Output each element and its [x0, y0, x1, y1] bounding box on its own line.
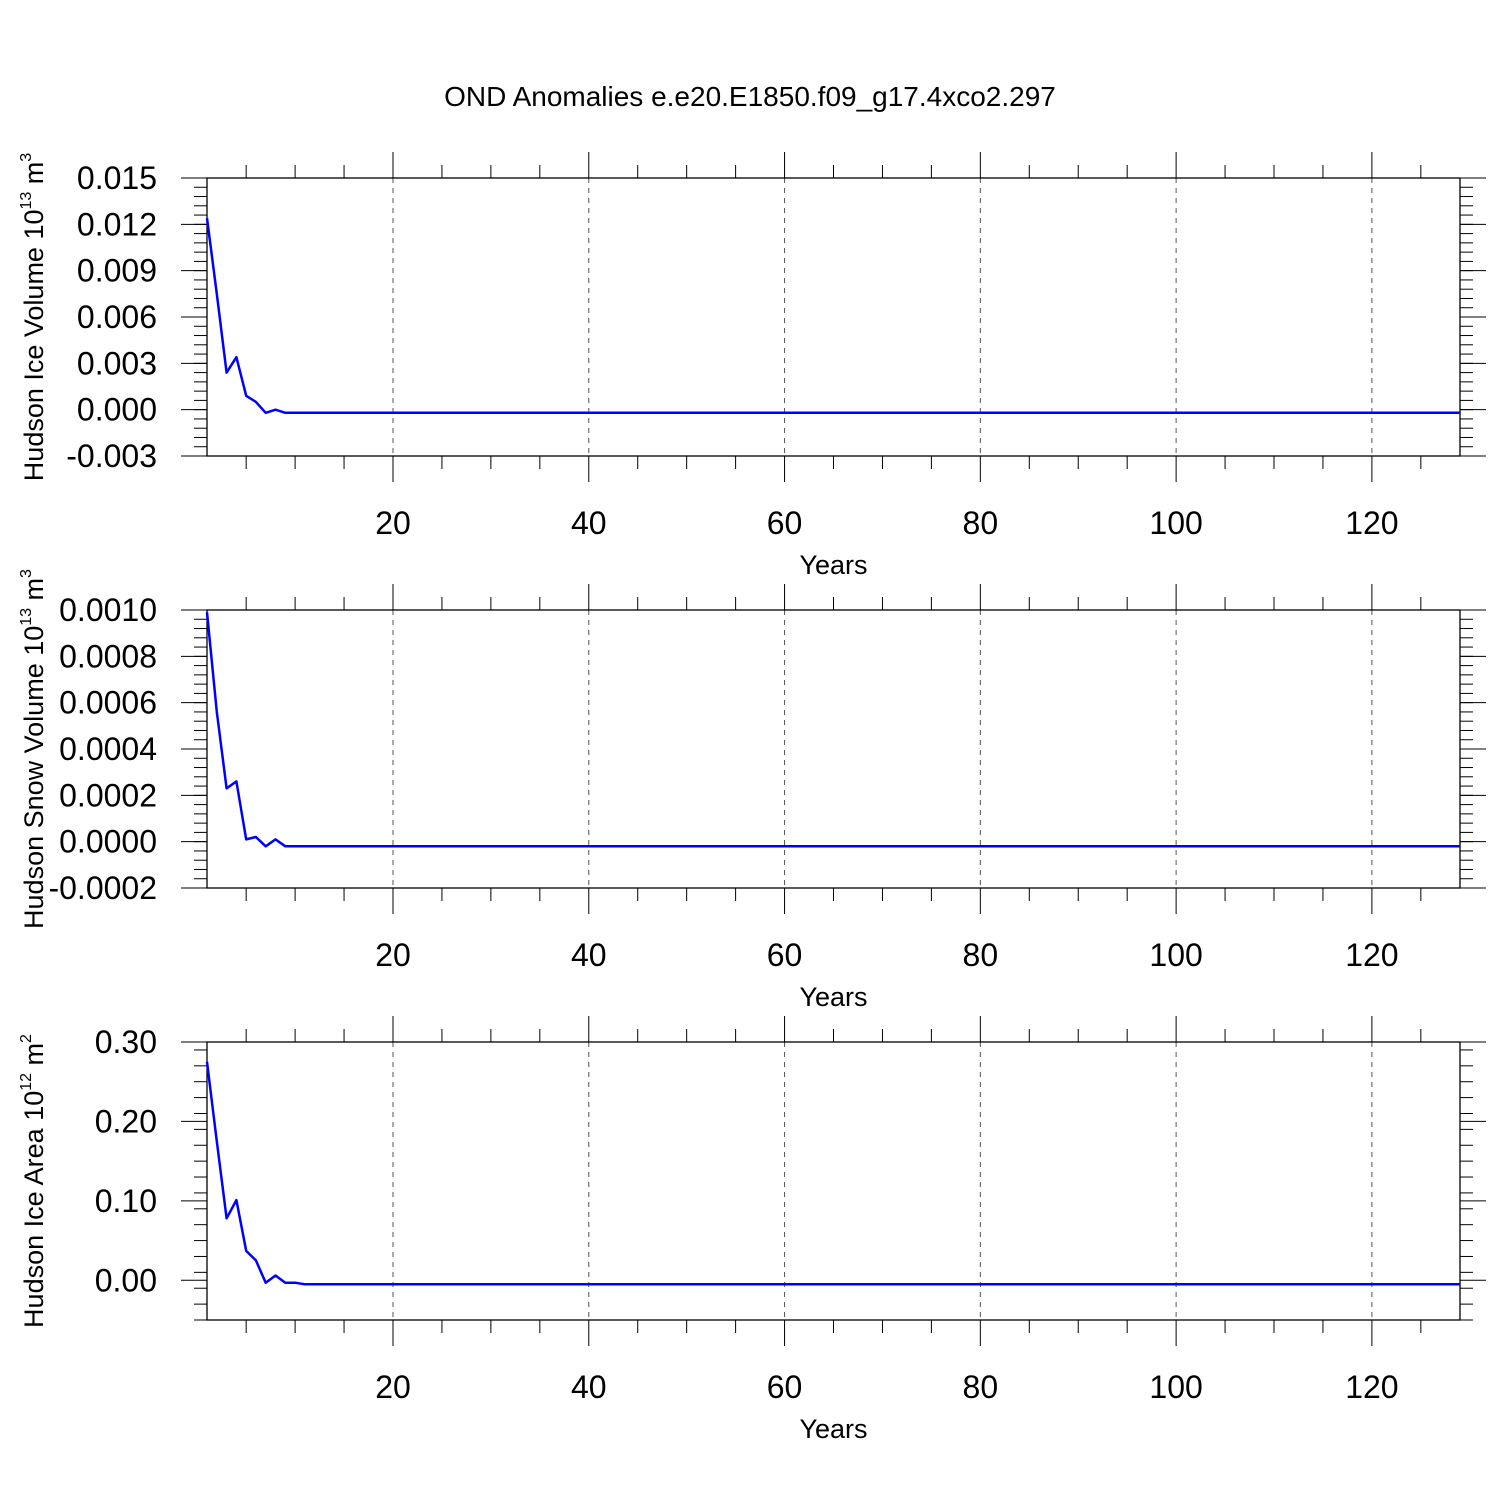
y-tick-label: 0.015: [77, 160, 157, 196]
x-axis-label: Years: [799, 550, 867, 580]
panel-3: 20 40 60 80 100 120 0.00 0.10 0.20 0.30 Years Hudso…: [18, 1016, 1486, 1444]
plot-frame: [206, 1041, 1461, 1321]
series-line: [205, 1061, 1460, 1286]
y-tick-label: 0.20: [95, 1103, 157, 1139]
y-tick-label: 0.0008: [59, 638, 157, 674]
y-axis-label-unit: m: [19, 162, 49, 192]
y-axis-label-main: Hudson Snow Volume 10: [19, 626, 49, 929]
panels: 20 40 60 80 100 120-0.0030.0000.0030.0060.009…: [18, 152, 1486, 1444]
y-tick-label: 0.0006: [59, 685, 157, 721]
y-tick-label: 0.0010: [59, 592, 157, 628]
x-tick-label: 80: [963, 1369, 999, 1405]
series-line: [205, 218, 1460, 415]
y-tick-label: 0.009: [77, 253, 157, 289]
y-tick-label: 0.006: [77, 299, 157, 335]
x-tick-label: 40: [571, 937, 607, 973]
plot-frame: [206, 177, 1461, 457]
y-tick-label: 0.012: [77, 206, 157, 242]
y-axis-label-main: Hudson Ice Volume 10: [19, 210, 49, 482]
x-tick-label: 100: [1149, 1369, 1202, 1405]
x-tick-label: 100: [1149, 937, 1202, 973]
y-axis-label-unit: m: [19, 1043, 49, 1073]
x-tick-label: 60: [767, 1369, 803, 1405]
panel-1: 20 40 60 80 100 120 -0.003 0.000 0.003 0.006 0.009…: [18, 152, 1486, 580]
x-tick-label: 80: [963, 937, 999, 973]
y-tick-label: -0.0002: [48, 870, 157, 906]
y-tick-label: 0.0004: [59, 731, 157, 767]
x-tick-label: 120: [1345, 505, 1398, 541]
x-axis-label: Years: [799, 1414, 867, 1444]
y-tick-label: 0.00: [95, 1262, 157, 1298]
series-line: [205, 612, 1460, 848]
x-tick-label: 40: [571, 1369, 607, 1405]
y-axis-label-exponent: 13: [18, 192, 35, 210]
x-tick-label: 20: [375, 1369, 411, 1405]
x-tick-label: 60: [767, 937, 803, 973]
y-tick-label: 0.30: [95, 1024, 157, 1060]
y-tick-label: 0.0000: [59, 824, 157, 860]
y-axis-label-unit-exponent: 2: [18, 1034, 35, 1043]
y-axis-label: Hudson Snow Volume 1013 m3: [18, 569, 49, 929]
x-axis-label: Years: [799, 982, 867, 1012]
figure-title: OND Anomalies e.e20.E1850.f09_g17.4xco2.…: [444, 81, 1056, 112]
x-tick-label: 80: [963, 505, 999, 541]
y-axis-label: Hudson Ice Volume 1013 m3: [18, 153, 49, 481]
y-axis-label-exponent: 12: [18, 1073, 35, 1091]
x-tick-label: 100: [1149, 505, 1202, 541]
y-axis-label: Hudson Ice Area 1012 m2: [18, 1034, 49, 1328]
y-tick-label: 0.10: [95, 1183, 157, 1219]
y-axis-label-unit-exponent: 3: [18, 153, 35, 162]
y-tick-label: 0.000: [77, 392, 157, 428]
y-axis-label-exponent: 13: [18, 608, 35, 626]
x-tick-label: 120: [1345, 1369, 1398, 1405]
x-tick-label: 20: [375, 505, 411, 541]
x-tick-label: 40: [571, 505, 607, 541]
y-tick-label: -0.003: [66, 438, 157, 474]
y-tick-label: 0.003: [77, 345, 157, 381]
y-tick-label: 0.0002: [59, 777, 157, 813]
y-axis-label-unit-exponent: 3: [18, 569, 35, 578]
x-tick-label: 120: [1345, 937, 1398, 973]
y-axis-label-unit: m: [19, 578, 49, 608]
panel-2: 20 40 60 80 100 120 -0.0002 0.0000 0.0002 0.0004 0…: [18, 569, 1486, 1012]
x-tick-label: 20: [375, 937, 411, 973]
y-axis-label-main: Hudson Ice Area 10: [19, 1091, 49, 1328]
x-tick-label: 60: [767, 505, 803, 541]
